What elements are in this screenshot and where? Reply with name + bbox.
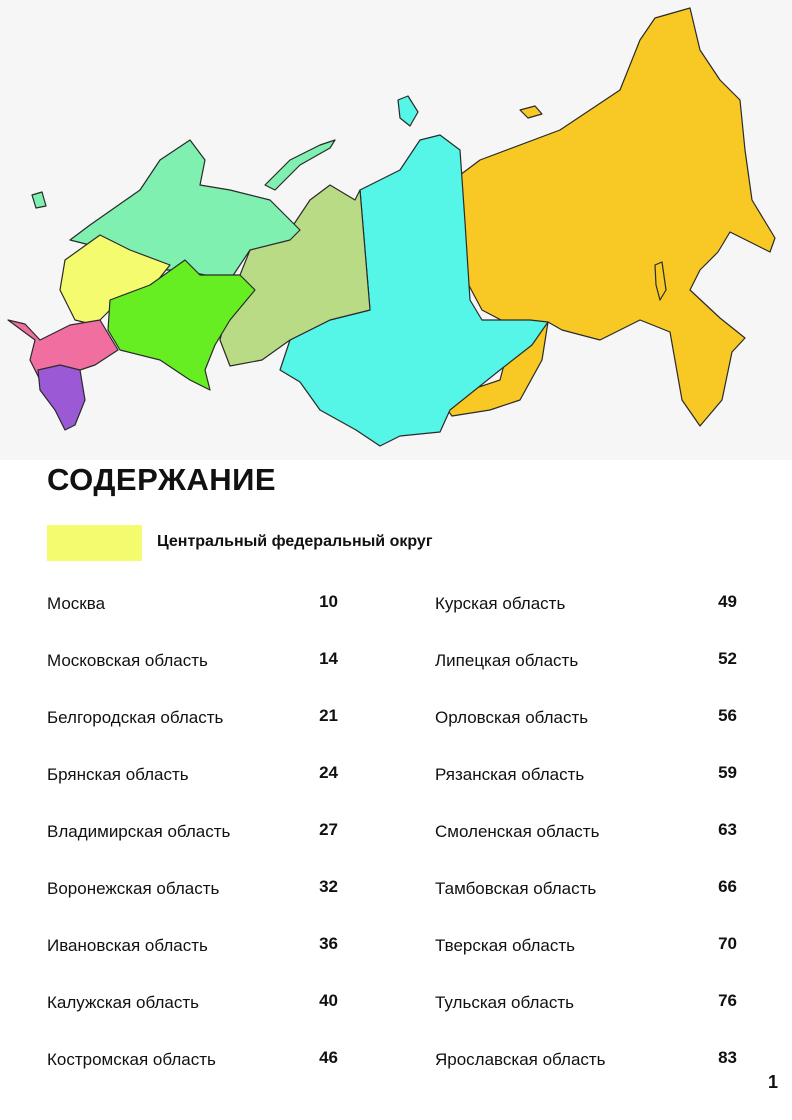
entry-page: 32: [319, 877, 338, 896]
entry-page: 24: [319, 763, 338, 782]
entry-page: 40: [319, 991, 338, 1010]
entry-page: 76: [718, 991, 737, 1010]
entry-page: 70: [718, 934, 737, 953]
legend-swatch: [47, 525, 142, 561]
entry-name: Смоленская область: [435, 822, 600, 841]
entry-page: 46: [319, 1048, 338, 1067]
volga-region: [107, 259, 256, 391]
entry-page: 83: [718, 1048, 737, 1067]
page-number: 1: [767, 1072, 778, 1092]
entry-page: 59: [718, 763, 737, 782]
section-label: Центральный федеральный округ: [157, 533, 433, 550]
ural-region: [219, 184, 371, 367]
entry-page: 10: [319, 592, 338, 611]
entry-name: Тверская область: [435, 936, 576, 955]
entry-name: Орловская область: [435, 708, 589, 727]
entry-page: 56: [718, 706, 737, 725]
entry-page: 14: [319, 649, 338, 668]
entry-name: Рязанская область: [435, 765, 585, 784]
entry-name: Тульская область: [435, 993, 574, 1012]
entry-name: Калужская область: [47, 993, 199, 1012]
south-region: [7, 319, 119, 381]
title: СОДЕРЖАНИЕ: [47, 462, 277, 497]
sakhalin: [654, 261, 667, 301]
entry-page: 52: [718, 649, 737, 668]
caucasus-region: [37, 364, 86, 431]
entry-page: 63: [718, 820, 737, 839]
entry-page: 66: [718, 877, 737, 896]
entry-name: Ярославская область: [435, 1050, 606, 1069]
entry-page: 49: [718, 592, 737, 611]
entry-page: 27: [319, 820, 338, 839]
entry-name: Тамбовская область: [435, 879, 597, 898]
russia-map: [0, 0, 792, 460]
severnaya-zemlya: [397, 95, 419, 127]
entry-name: Белгородская область: [47, 708, 224, 727]
entry-name: Ивановская область: [47, 936, 208, 955]
entry-name: Липецкая область: [435, 651, 579, 670]
entry-page: 36: [319, 934, 338, 953]
wrangel: [519, 105, 543, 119]
entry-name: Владимирская область: [47, 822, 231, 841]
entry-page: 21: [319, 706, 338, 725]
kaliningrad: [31, 191, 47, 209]
entry-name: Брянская область: [47, 765, 189, 784]
entry-name: Москва: [47, 594, 106, 613]
entry-name: Московская область: [47, 651, 208, 670]
entry-name: Курская область: [435, 594, 566, 613]
entry-name: Костромская область: [47, 1050, 216, 1069]
entry-name: Воронежская область: [47, 879, 220, 898]
novaya-zemlya: [264, 139, 336, 191]
